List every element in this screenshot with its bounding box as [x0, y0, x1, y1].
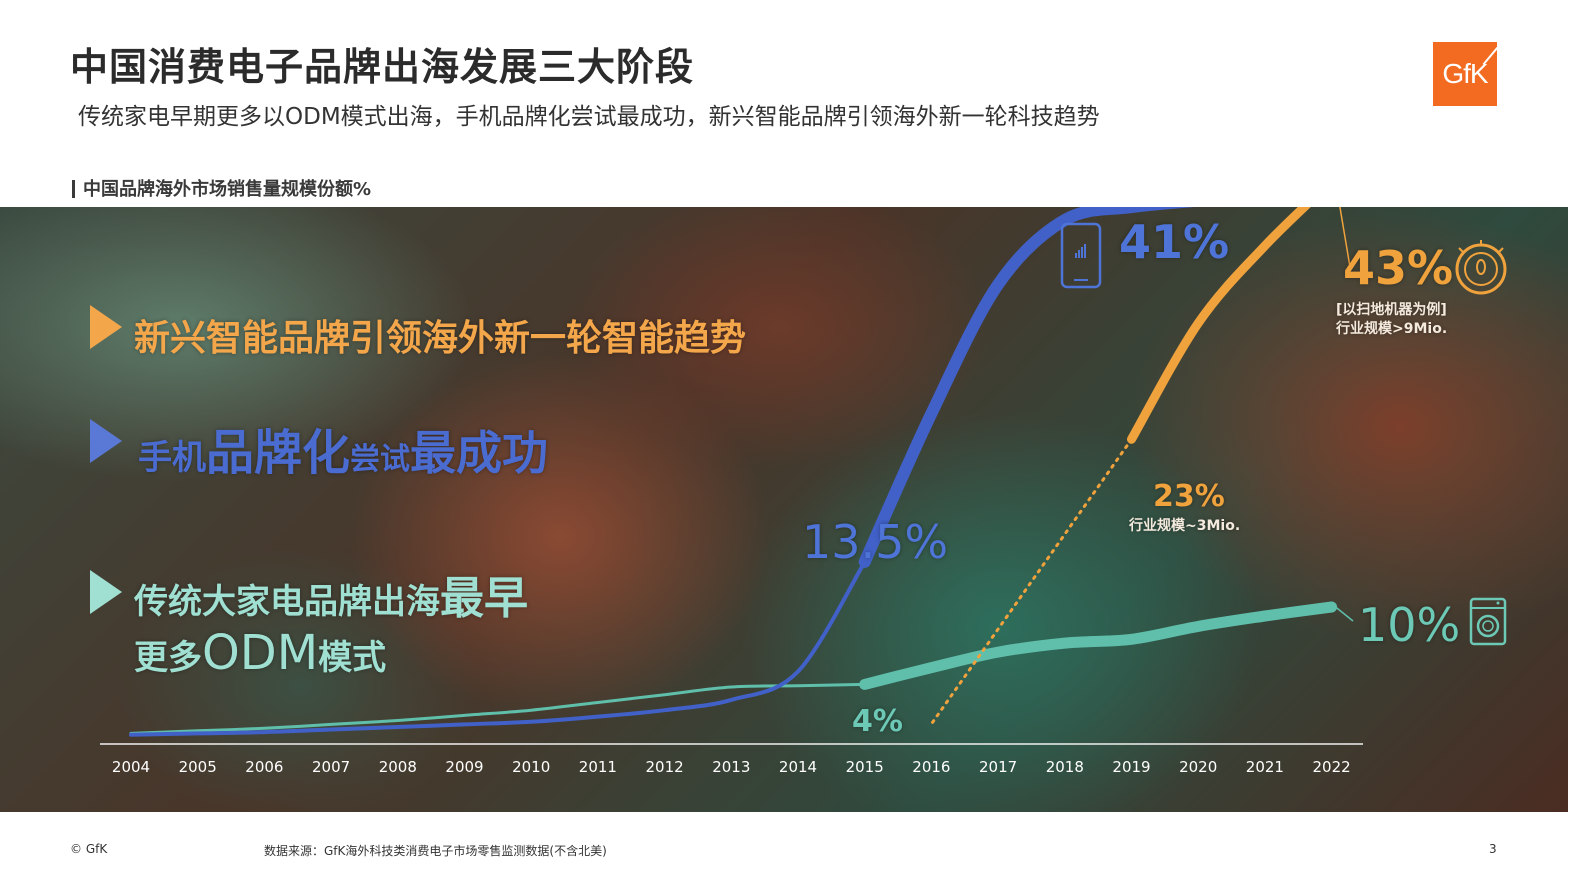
- appliance-end-label: 10%: [1358, 598, 1461, 652]
- data-source: 数据来源：GfK海外科技类消费电子市场零售监测数据(不含北美): [264, 844, 607, 858]
- appliance-stage-line2-part1: 更多: [134, 638, 202, 678]
- x-tick-label: 2005: [179, 758, 217, 776]
- x-tick-label: 2022: [1313, 758, 1351, 776]
- vacuum-start-label: 23%: [1153, 479, 1225, 514]
- appliance-series-line-thick: [859, 601, 1338, 690]
- phone-series-line-thin: [129, 559, 867, 737]
- section-label: 中国品牌海外市场销售量规模份额%: [72, 175, 371, 201]
- chart-panel: 2004 2005 2006 2007 2008 2009 2010 2011 2012 2013…: [0, 207, 1568, 812]
- smartphone-icon: [1060, 222, 1102, 289]
- x-tick-label: 2008: [379, 758, 417, 776]
- x-tick-label: 2018: [1046, 758, 1084, 776]
- appliance-stage-line2-part3: 模式: [318, 638, 387, 678]
- phone-stage-part2: 品牌化: [206, 425, 351, 481]
- vacuum-end-note1: [以扫地机器为例]: [1336, 302, 1447, 318]
- vacuum-start-note: 行业规模~3Mio.: [1129, 518, 1241, 534]
- appliance-start-label: 4%: [852, 704, 903, 739]
- phone-series-line-thick: [858, 207, 1195, 568]
- series-end-connector: [1339, 207, 1351, 268]
- x-tick-label: 2019: [1112, 758, 1150, 776]
- logo-text: GfK: [1442, 58, 1488, 89]
- x-tick-label: 2007: [312, 758, 350, 776]
- x-tick-label: 2010: [512, 758, 550, 776]
- appliance-stage-line1-part2: 最早: [440, 573, 528, 624]
- x-tick-label: 2012: [646, 758, 684, 776]
- appliance-stage-line1: 传统大家电品牌出海最早: [134, 562, 528, 626]
- x-tick-label: 2016: [912, 758, 950, 776]
- section-marker: [72, 180, 75, 198]
- page-title: 中国消费电子品牌出海发展三大阶段: [70, 45, 695, 89]
- vacuum-dotted-leader: [929, 437, 1133, 726]
- x-tick-label: 2006: [245, 758, 283, 776]
- phone-peak-label: 41%: [1119, 215, 1230, 269]
- x-tick-label: 2020: [1179, 758, 1217, 776]
- copyright: © GfK: [70, 842, 108, 856]
- x-tick-label: 2017: [979, 758, 1017, 776]
- appliance-stage-line2: 更多ODM模式: [134, 625, 386, 681]
- page-number: 3: [1489, 842, 1497, 856]
- section-label-text: 中国品牌海外市场销售量规模份额%: [83, 179, 372, 200]
- x-tick-label: 2014: [779, 758, 817, 776]
- washing-machine-icon: [1469, 597, 1507, 646]
- phone-stage-part1: 手机: [138, 438, 206, 478]
- phone-stage-text: 手机品牌化尝试最成功: [138, 413, 548, 483]
- appliance-stage-line1-part1: 传统大家电品牌出海: [134, 582, 440, 622]
- appliance-series-line-thin: [129, 682, 867, 735]
- logo-slash: [1482, 42, 1497, 66]
- x-tick-label: 2009: [445, 758, 483, 776]
- series-end-connector: [1335, 606, 1354, 622]
- x-tick-label: 2021: [1246, 758, 1284, 776]
- vacuum-end-note2: 行业规模>9Mio.: [1336, 321, 1448, 337]
- appliance-stage-arrow-icon: [90, 570, 122, 614]
- vacuum-end-label: 43%: [1343, 241, 1454, 295]
- phone-stage-part3: 尝试: [350, 442, 411, 477]
- page-subtitle: 传统家电早期更多以ODM模式出海，手机品牌化尝试最成功，新兴智能品牌引领海外新一…: [78, 104, 1100, 130]
- phone-stage-part4: 最成功: [410, 426, 549, 480]
- x-tick-label: 2011: [579, 758, 617, 776]
- smart-stage-arrow-icon: [90, 305, 122, 349]
- phone-mid-label: 13.5%: [802, 515, 949, 569]
- vacuum-series-line-thick: [1127, 207, 1311, 444]
- gfk-logo: GfK: [1433, 42, 1497, 106]
- smart-stage-text: 新兴智能品牌引领海外新一轮智能趋势: [134, 318, 747, 359]
- x-tick-label: 2004: [112, 758, 150, 776]
- stage-arrows: [90, 305, 122, 614]
- appliance-stage-line2-part2: ODM: [202, 625, 319, 681]
- x-tick-label: 2013: [712, 758, 750, 776]
- robot-vacuum-icon: [1455, 240, 1507, 295]
- phone-stage-arrow-icon: [90, 419, 122, 463]
- x-tick-label: 2015: [846, 758, 884, 776]
- share-line-chart: 2004 2005 2006 2007 2008 2009 2010 2011 2012 2013…: [90, 207, 1507, 776]
